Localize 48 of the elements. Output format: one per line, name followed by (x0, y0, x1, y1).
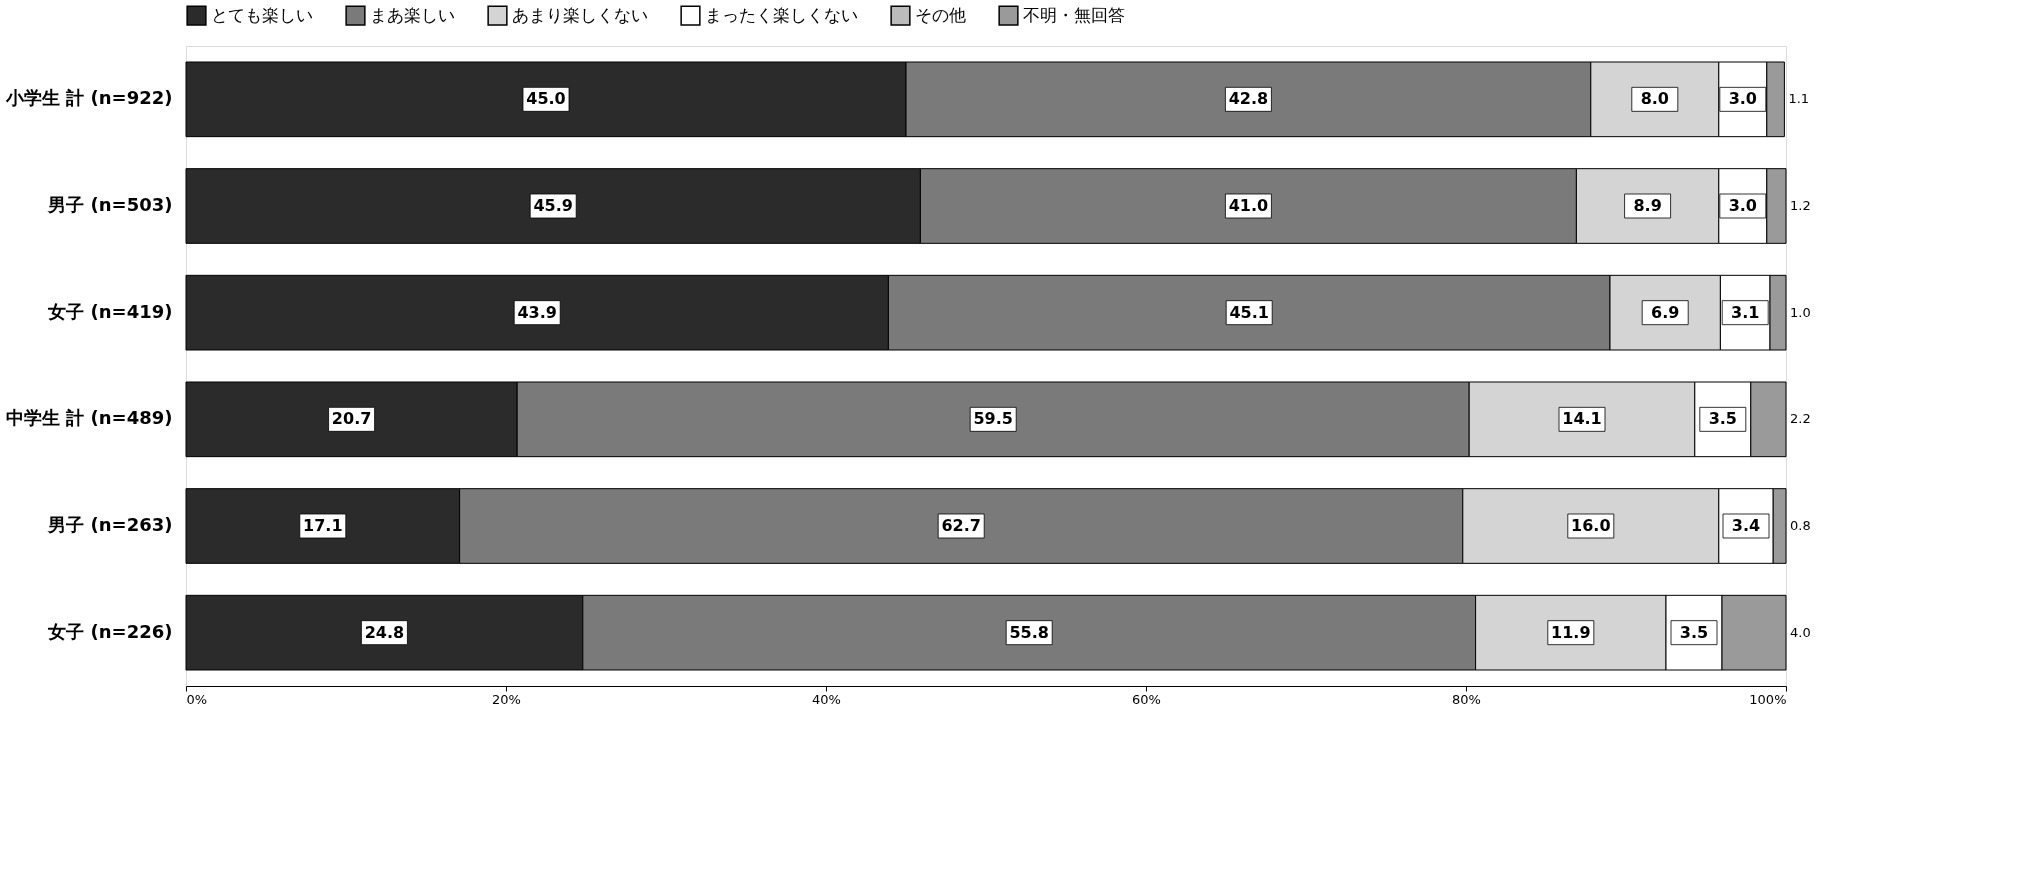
x-tick-label: 100% (1749, 691, 1787, 707)
data-label: 43.9 (517, 302, 557, 322)
legend-label: まったく楽しくない (705, 4, 858, 25)
data-label: 6.9 (1651, 302, 1680, 322)
data-label: 8.9 (1633, 196, 1662, 215)
data-label: 55.8 (1009, 622, 1049, 642)
data-label: 20.7 (331, 409, 372, 429)
legend-label: あまり楽しくない (512, 4, 648, 25)
data-label: 8.0 (1640, 89, 1669, 109)
y-tick-label: 中学生 計 (n=489) (6, 407, 173, 429)
data-label: 59.5 (973, 409, 1013, 429)
y-tick-label: 女子 (n=226) (47, 620, 173, 642)
x-tick-label: 80% (1452, 691, 1481, 707)
data-label: 3.0 (1728, 89, 1757, 109)
y-tick-label: 小学生 計 (n=922) (5, 87, 173, 109)
data-label: 17.1 (303, 516, 343, 535)
x-tick-label: 40% (812, 691, 841, 707)
data-label: 3.4 (1731, 516, 1761, 535)
y-tick-label: 女子 (n=419) (47, 300, 173, 322)
data-label: 3.5 (1679, 622, 1709, 642)
x-tick-label: 20% (492, 691, 521, 707)
data-label: 24.8 (364, 622, 405, 642)
data-label: 1.0 (1790, 304, 1811, 320)
data-label: 0.8 (1790, 518, 1811, 533)
legend-label: とても楽しい (211, 4, 313, 25)
data-label: 45.9 (533, 196, 573, 215)
data-label: 3.5 (1708, 409, 1737, 429)
data-label: 42.8 (1228, 89, 1269, 109)
data-label: 16.0 (1571, 516, 1611, 535)
data-label: 2.2 (1790, 411, 1811, 427)
data-label: 3.0 (1728, 196, 1757, 215)
legend-label: その他 (915, 4, 966, 25)
y-tick-label: 男子 (n=263) (47, 514, 173, 535)
x-tick-label: 60% (1132, 691, 1161, 707)
data-label: 3.1 (1731, 302, 1760, 322)
legend-label: まあ楽しい (370, 4, 455, 25)
data-label: 14.1 (1562, 409, 1602, 429)
data-label: 41.0 (1228, 196, 1269, 215)
data-label: 45.0 (526, 89, 566, 109)
y-tick-label: 男子 (n=503) (47, 194, 173, 215)
data-label: 1.2 (1790, 198, 1811, 213)
data-label: 1.1 (1788, 91, 1810, 107)
data-label: 4.0 (1790, 624, 1811, 640)
data-label: 11.9 (1551, 622, 1591, 642)
data-label: 45.1 (1229, 302, 1269, 322)
x-tick-label: 0% (186, 691, 208, 707)
legend-label: 不明・無回答 (1023, 4, 1125, 25)
data-label: 62.7 (941, 516, 981, 535)
